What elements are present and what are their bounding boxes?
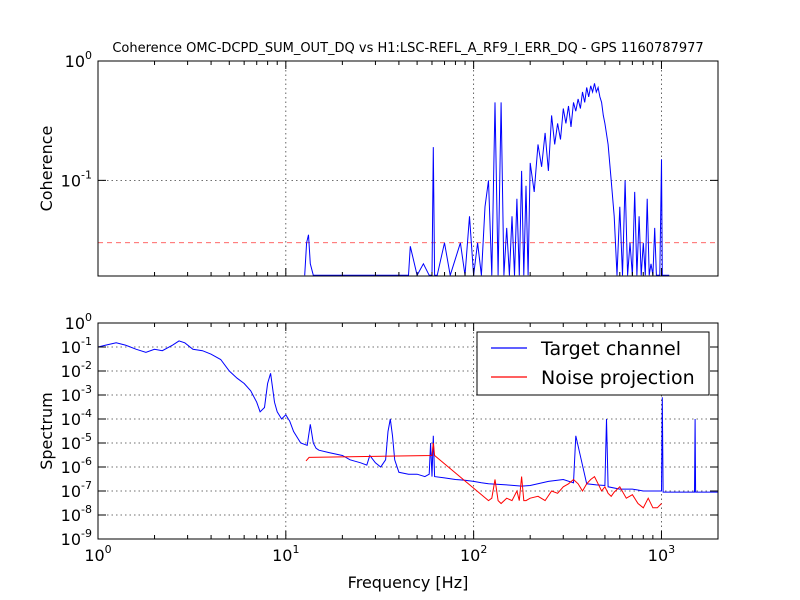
y-tick-label: 10-1 [61, 168, 92, 190]
y-tick-label: 10-3 [61, 383, 92, 405]
y-tick-label: 10-6 [61, 455, 92, 477]
legend-entry: Noise projection [541, 367, 695, 389]
x-tick-label: 100 [84, 543, 111, 565]
axes-frame [97, 60, 719, 277]
x-tick-label: 102 [460, 543, 487, 565]
x-axis-label: Frequency [Hz] [348, 573, 469, 592]
y-tick-label: 10-8 [61, 503, 92, 525]
y-tick-label: 10-5 [61, 431, 92, 453]
y-tick-label: 10-7 [61, 479, 92, 501]
y-axis-label: Coherence [37, 126, 56, 212]
y-tick-label: 10-1 [61, 335, 92, 357]
y-tick-label: 100 [65, 49, 92, 71]
y-tick-label: 10-9 [61, 527, 92, 549]
legend-box [476, 331, 710, 396]
x-tick-label: 103 [648, 543, 675, 565]
legend: Target channel Noise projection [476, 331, 710, 396]
y-tick-label: 10-2 [61, 359, 92, 381]
coherence-panel: 100 10-1 Coherence OMC-DCPD_SUM_OUT_DQ vs … [37, 41, 719, 277]
chart-title: Coherence OMC-DCPD_SUM_OUT_DQ vs H1:LSC-… [112, 41, 703, 56]
spectrum-panel: 100 101 102 10310010-110-210-310-410-510-61… [37, 311, 719, 592]
legend-entry: Target channel [540, 338, 681, 360]
axes-frame [97, 322, 719, 540]
x-tick-label: 101 [272, 543, 299, 565]
series-line-0 [304, 83, 670, 276]
y-tick-label: 100 [65, 311, 92, 333]
y-tick-label: 10-4 [61, 407, 92, 429]
y-axis-label: Spectrum [37, 392, 56, 470]
series-line-noise-projection [305, 442, 662, 509]
